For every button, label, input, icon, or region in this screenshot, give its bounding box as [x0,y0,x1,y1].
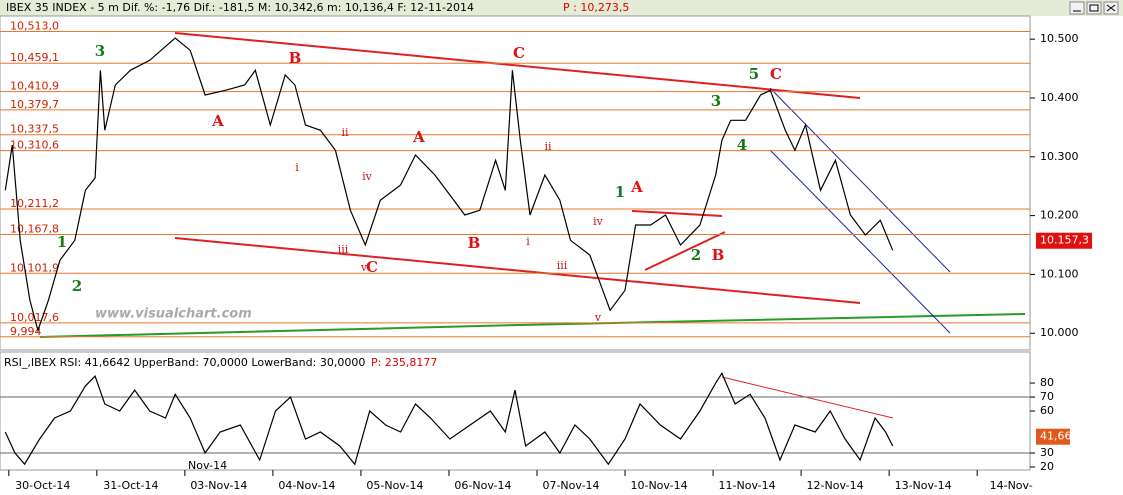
wave-label: 2 [72,277,82,295]
last-value-label: 10.157,3 [1040,234,1089,247]
x-tick-label: 07-Nov-14 [542,479,599,492]
channel-line [769,87,951,273]
wave-label: iii [338,243,349,256]
level-label: 10,379,7 [10,98,59,111]
wave-label: v [594,311,602,324]
wave-label: B [289,49,302,67]
wave-label: iv [362,170,373,183]
trend-line [644,231,726,271]
close-icon [1106,4,1116,12]
wave-label: A [630,178,643,196]
price-line [4,37,894,333]
wave-label: 5 [749,65,759,83]
x-tick-label: 11-Nov-14 [719,479,776,492]
x-tick-label: 06-Nov-14 [454,479,511,492]
trend-line [174,237,861,304]
y-tick-label: 70 [1040,390,1054,403]
x-tick-label: 31-Oct-14 [103,479,158,492]
wave-label: v [360,261,368,274]
level-label: 10,513,0 [10,20,59,33]
level-label: 10,211,2 [10,197,59,210]
wave-label: iv [593,215,604,228]
wave-label: ii [544,140,552,153]
wave-label: B [712,246,725,264]
level-label: 10,337,5 [10,123,59,136]
wave-label: C [366,258,378,276]
level-label: 10,410,9 [10,80,59,93]
x-tick-label: 05-Nov-14 [366,479,423,492]
y-tick-label: 20 [1040,460,1054,473]
x-tick-label: 04-Nov-14 [278,479,335,492]
level-label: 10,459,1 [10,51,59,64]
watermark: www.visualchart.com [95,307,252,322]
last-value-box [1036,232,1092,249]
maximize-icon [1089,4,1099,12]
chart-subtitle: P : 10,273,5 [563,1,629,14]
x-tick-label: 13-Nov-14 [895,479,952,492]
y-tick-label: 10.400 [1040,91,1079,104]
trend-line [39,313,1026,338]
wave-label: C [513,44,525,62]
level-label: 10,310,6 [10,139,59,152]
title-bar [0,0,1123,16]
wave-label: C [770,65,782,83]
last-value-box [1036,428,1070,445]
minimize-button[interactable] [1069,1,1085,15]
rsi-panel [0,351,1031,471]
trend-lines [39,32,1026,419]
wave-label: 4 [737,136,747,154]
level-label: 10,101,9 [10,261,59,274]
price-panel [0,15,1031,351]
last-value-label: 41,66 [1040,430,1072,443]
rsi-title: RSI_,IBEX RSI: 41,6642 UpperBand: 70,000… [4,356,365,369]
wave-label: 1 [57,233,67,251]
y-tick-label: 10.100 [1040,267,1079,280]
trend-line [631,210,723,217]
wave-label: i [526,235,530,248]
y-tick-label: 60 [1040,404,1054,417]
window-buttons[interactable] [1069,1,1119,15]
y-tick-label: 10.300 [1040,150,1079,163]
level-label: 10,167,8 [10,223,59,236]
chart-title: IBEX 35 INDEX - 5 m Dif. %: -1,76 Dif.: … [6,1,474,14]
level-label: 9,994 [10,325,42,338]
y-tick-label: 30 [1040,446,1054,459]
x-tick-label: 10-Nov-14 [630,479,687,492]
maximize-button[interactable] [1086,1,1102,15]
wave-label: A [211,112,224,130]
wave-label: A [412,128,425,146]
price-line [4,372,894,466]
y-tick-label: 10.500 [1040,32,1079,45]
y-tick-label: 10.000 [1040,326,1079,339]
period-label: Nov-14 [188,459,227,472]
wave-label: 3 [711,92,721,110]
x-tick-label: 12-Nov-14 [807,479,864,492]
wave-label: iii [557,259,568,272]
wave-label: 2 [691,246,701,264]
x-tick-label: 30-Oct-14 [15,479,70,492]
wave-label: 1 [615,183,625,201]
x-tick-label: 03-Nov-14 [190,479,247,492]
wave-label: ii [341,126,349,139]
channel-line [769,149,951,334]
y-tick-label: 80 [1040,376,1054,389]
trend-line [174,32,861,99]
wave-label: B [468,234,481,252]
rsi-subtitle: P: 235,8177 [371,356,437,369]
wave-label: 3 [95,42,105,60]
wave-label: i [295,161,299,174]
x-tick-label: 14-Nov- [990,479,1033,492]
y-tick-label: 10.200 [1040,209,1079,222]
